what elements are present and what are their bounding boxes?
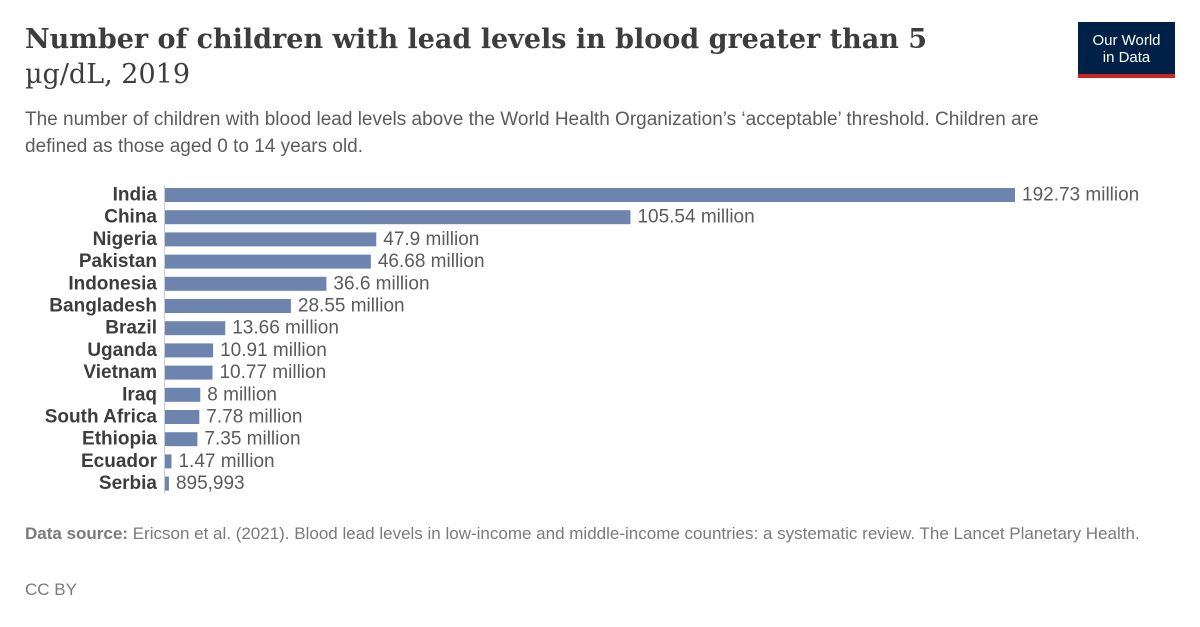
data-source: Data source: Ericson et al. (2021). Bloo…: [25, 521, 1165, 546]
value-label-ethiopia: 7.35 million: [204, 429, 300, 450]
data-source-text: Ericson et al. (2021). Blood lead levels…: [127, 524, 1140, 543]
value-label-nigeria: 47.9 million: [383, 229, 479, 250]
value-label-iraq: 8 million: [207, 384, 277, 405]
bar-serbia[interactable]: [165, 476, 169, 491]
category-label-pakistan: Pakistan: [79, 251, 157, 272]
bar-china[interactable]: [165, 210, 631, 225]
chart-subtitle: The number of children with blood lead l…: [25, 109, 1039, 157]
value-label-india: 192.73 million: [1022, 185, 1139, 206]
category-label-brazil: Brazil: [105, 318, 157, 339]
bar-bangladesh[interactable]: [165, 299, 291, 313]
owid-logo[interactable]: Our World in Data: [1078, 22, 1175, 78]
bar-south-africa[interactable]: [165, 410, 200, 424]
value-label-south-africa: 7.78 million: [206, 407, 302, 428]
category-label-ethiopia: Ethiopia: [82, 429, 157, 450]
value-label-china: 105.54 million: [637, 207, 754, 228]
value-label-uganda: 10.91 million: [220, 340, 327, 361]
chart-title: Number of children with lead levels in b…: [25, 22, 1045, 92]
bar-ethiopia[interactable]: [165, 432, 198, 447]
value-label-indonesia: 36.6 million: [333, 273, 429, 294]
value-label-brazil: 13.66 million: [232, 318, 339, 339]
category-label-vietnam: Vietnam: [83, 362, 157, 383]
bar-nigeria[interactable]: [165, 232, 377, 247]
value-label-serbia: 895,993: [176, 473, 245, 494]
value-label-bangladesh: 28.55 million: [298, 296, 405, 317]
data-source-label: Data source:: [25, 524, 128, 543]
category-label-south-africa: South Africa: [45, 407, 158, 428]
category-label-uganda: Uganda: [87, 340, 157, 361]
license-link[interactable]: CC BY: [25, 580, 77, 599]
chart-title-rest: µg/dL, 2019: [25, 59, 191, 90]
category-label-ecuador: Ecuador: [81, 451, 158, 472]
logo-line-2: in Data: [1102, 49, 1151, 66]
bar-vietnam[interactable]: [165, 365, 213, 380]
bar-uganda[interactable]: [165, 343, 214, 358]
value-label-ecuador: 1.47 million: [178, 451, 274, 472]
bar-ecuador[interactable]: [165, 454, 172, 469]
bar-chart: India 192.73 million China 105.54 million Ni…: [45, 185, 1140, 495]
logo-line-1: Our World: [1092, 32, 1161, 49]
category-label-bangladesh: Bangladesh: [49, 296, 157, 317]
bar-indonesia[interactable]: [165, 276, 327, 291]
bar-brazil[interactable]: [165, 321, 226, 336]
category-label-nigeria: Nigeria: [93, 229, 158, 250]
category-label-india: India: [113, 185, 158, 206]
category-label-iraq: Iraq: [122, 384, 157, 405]
chart-title-main: Number of children with lead levels in b…: [25, 24, 928, 55]
bar-iraq[interactable]: [165, 387, 201, 402]
category-label-indonesia: Indonesia: [68, 273, 157, 294]
category-label-serbia: Serbia: [99, 473, 158, 494]
bar-pakistan[interactable]: [165, 254, 371, 269]
bar-india[interactable]: [165, 188, 1015, 202]
value-label-pakistan: 46.68 million: [378, 251, 485, 272]
category-label-china: China: [104, 207, 157, 228]
value-label-vietnam: 10.77 million: [219, 362, 326, 383]
